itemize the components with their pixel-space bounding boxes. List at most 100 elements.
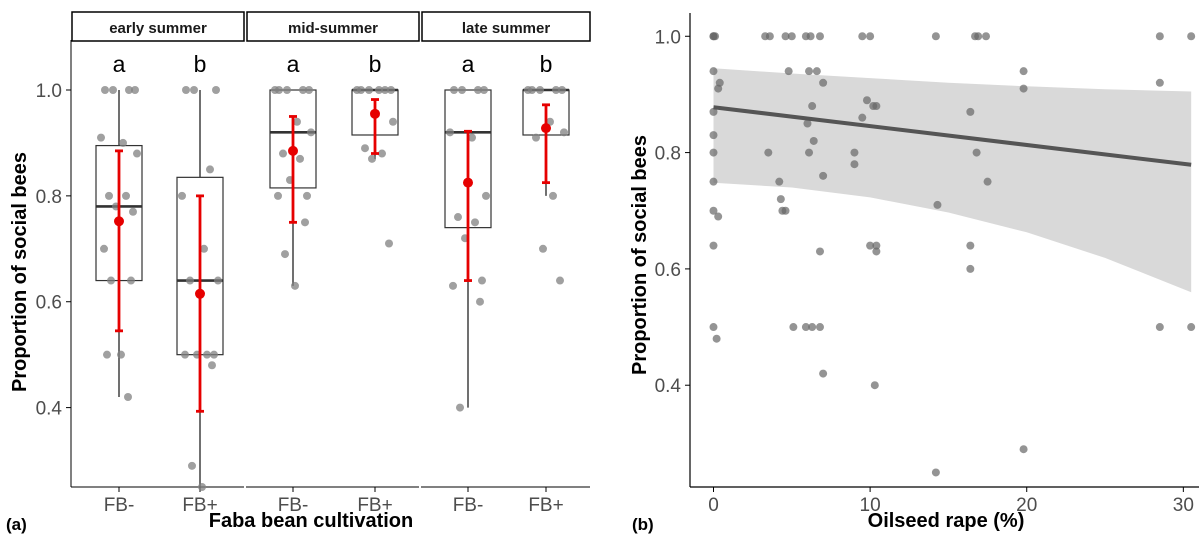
- confidence-band: [713, 68, 1192, 293]
- data-point: [281, 250, 289, 259]
- x-tick-label: FB+: [357, 495, 392, 516]
- data-point: [307, 128, 315, 137]
- data-point: [714, 84, 723, 93]
- data-point: [446, 128, 454, 137]
- group-fb-minus: FB-a: [444, 51, 492, 516]
- data-point: [1187, 323, 1196, 332]
- data-point: [133, 149, 141, 158]
- y-tick-label: 1.0: [36, 81, 62, 102]
- data-point: [866, 32, 875, 41]
- data-point: [866, 241, 875, 250]
- data-point: [210, 350, 218, 359]
- data-point: [274, 191, 282, 200]
- data-point: [549, 191, 557, 200]
- data-point: [97, 133, 105, 142]
- data-point: [982, 32, 991, 41]
- x-tick-label: 20: [1016, 495, 1037, 516]
- data-point: [105, 191, 113, 200]
- data-point: [101, 86, 109, 94]
- facet-mid-summer: mid-summer FB-a FB+ b: [246, 11, 420, 516]
- data-point: [1155, 32, 1164, 41]
- data-point: [124, 393, 132, 402]
- y-tick-label: 0.6: [36, 293, 62, 314]
- data-point: [182, 86, 190, 94]
- data-point: [806, 32, 815, 41]
- data-point: [190, 86, 198, 94]
- y-tick-label: 0.8: [36, 187, 62, 208]
- panel-label-b: (b): [632, 515, 654, 534]
- x-tick-label: 10: [860, 495, 881, 516]
- data-point: [301, 218, 309, 227]
- data-point: [709, 148, 718, 157]
- data-point: [212, 86, 220, 94]
- data-point: [131, 86, 139, 94]
- data-point: [181, 350, 189, 359]
- data-point: [931, 468, 940, 477]
- data-point: [103, 350, 111, 359]
- significance-letter: a: [462, 51, 475, 77]
- data-point: [801, 323, 810, 332]
- mean-point: [541, 123, 551, 134]
- data-point: [974, 32, 983, 41]
- data-point: [819, 171, 828, 180]
- data-point: [815, 323, 824, 332]
- data-point: [805, 67, 814, 76]
- data-point: [303, 191, 311, 200]
- data-point: [712, 334, 721, 343]
- data-point: [385, 239, 393, 248]
- data-point: [858, 32, 867, 41]
- significance-letter: b: [369, 51, 382, 77]
- data-point: [819, 78, 828, 87]
- data-point: [933, 200, 942, 209]
- y-tick-label: 0.4: [36, 399, 63, 420]
- data-point: [478, 276, 486, 285]
- data-point: [803, 119, 812, 128]
- data-point: [471, 218, 479, 227]
- data-point: [291, 281, 299, 290]
- significance-letter: a: [287, 51, 300, 77]
- facet-strip-label: early summer: [109, 20, 207, 37]
- data-point: [983, 177, 992, 186]
- data-point: [271, 86, 279, 94]
- data-point: [206, 165, 214, 174]
- data-point: [178, 191, 186, 200]
- data-point: [709, 131, 718, 140]
- data-point: [764, 148, 773, 157]
- significance-letter: b: [194, 51, 207, 77]
- data-point: [117, 350, 125, 359]
- data-point: [125, 86, 133, 94]
- facet-strip-label: late summer: [462, 20, 551, 37]
- y-tick-label: 1.0: [655, 27, 681, 48]
- panel-b-scatter-plot: (b) 0.4 0.6 0.8 1.0 0 10 20 30 Proportion of soci…: [629, 13, 1199, 534]
- data-point: [387, 86, 395, 94]
- data-point: [808, 102, 817, 111]
- data-point: [870, 381, 879, 390]
- data-point: [711, 32, 720, 41]
- data-point: [389, 117, 397, 126]
- data-point: [1155, 323, 1164, 332]
- data-point: [776, 195, 785, 204]
- x-tick-label: 0: [708, 495, 719, 516]
- data-point: [966, 241, 975, 250]
- mean-point: [463, 177, 473, 188]
- data-point: [872, 247, 881, 256]
- data-point: [1187, 32, 1196, 41]
- data-point: [458, 86, 466, 94]
- data-point: [775, 177, 784, 186]
- data-point: [127, 276, 135, 285]
- x-tick-label: FB+: [182, 495, 217, 516]
- mean-point: [195, 288, 205, 299]
- group-fb-minus: FB-a: [95, 51, 143, 516]
- group-fb-minus: FB-a: [269, 51, 317, 516]
- data-point: [558, 86, 566, 94]
- y-axis-title: Proportion of social bees: [9, 152, 31, 392]
- data-point: [850, 160, 859, 169]
- data-point: [787, 32, 796, 41]
- data-point: [305, 86, 313, 94]
- mean-point: [370, 108, 380, 119]
- data-point: [353, 86, 361, 94]
- data-point: [456, 403, 464, 412]
- data-point: [784, 67, 793, 76]
- data-point: [709, 107, 718, 116]
